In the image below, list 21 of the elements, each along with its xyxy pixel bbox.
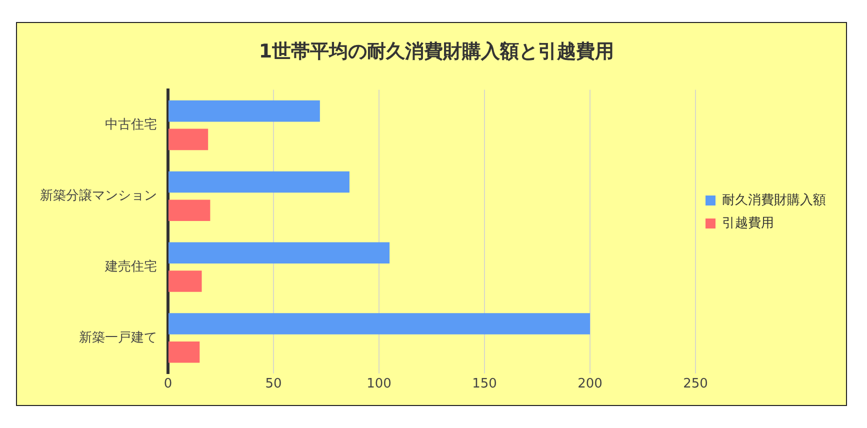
x-tick-label: 200 xyxy=(578,376,602,392)
x-tick-label: 250 xyxy=(683,376,708,392)
y-tick-label: 建売住宅 xyxy=(104,258,157,274)
bar xyxy=(168,128,208,150)
bar xyxy=(168,242,390,264)
bar xyxy=(168,270,202,292)
bar xyxy=(168,200,210,221)
x-tick-label: 150 xyxy=(472,376,497,392)
bar xyxy=(168,341,200,363)
x-tick-label: 100 xyxy=(366,376,392,392)
chart-title: 1世帯平均の耐久消費財購入額と引越費用 xyxy=(258,40,614,62)
x-tick-label: 0 xyxy=(164,376,172,392)
bar xyxy=(168,171,350,193)
legend-label: 引越費用 xyxy=(722,216,774,231)
y-tick-label: 中古住宅 xyxy=(105,116,157,133)
bar xyxy=(168,313,590,334)
legend-label: 耐久消費財購入額 xyxy=(722,192,826,208)
x-tick-label: 50 xyxy=(265,376,282,392)
bar xyxy=(168,100,320,122)
y-tick-label: 新築一戸建て xyxy=(79,330,157,346)
y-tick-label: 新築分譲マンション xyxy=(40,188,157,204)
